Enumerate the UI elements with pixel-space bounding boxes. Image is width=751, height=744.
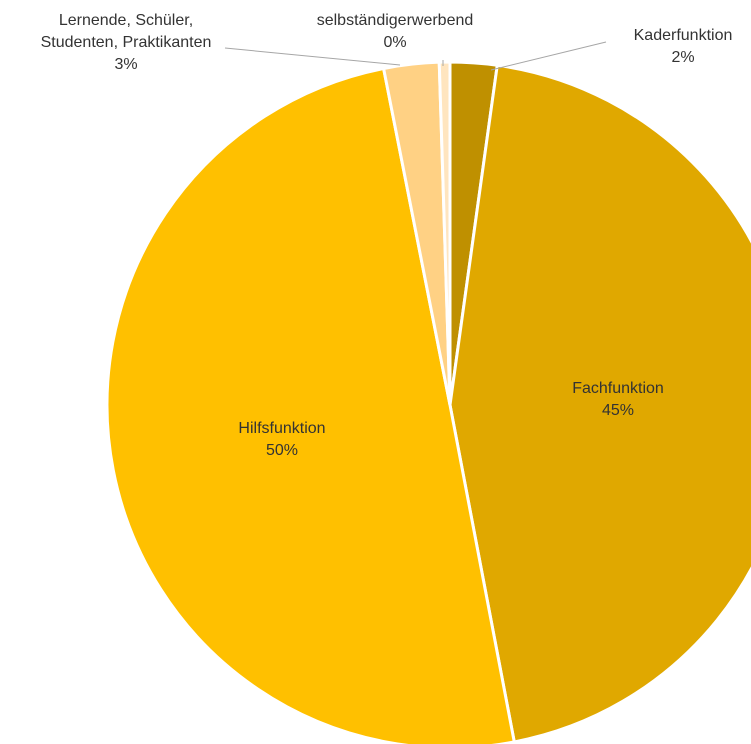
- pie-slices: [105, 60, 751, 744]
- slice-percentage: 50%: [266, 442, 298, 459]
- slice-label-lernende-schüler-studenten-praktikanten: Lernende, Schüler, Studenten, Praktikante…: [41, 12, 212, 73]
- slice-name: selbständigerwerbend: [317, 12, 474, 29]
- pie-slice-selbständigerwerbend: [437, 60, 452, 406]
- slice-percentage: 0%: [383, 34, 406, 51]
- pie-slice-fachfunktion: [448, 63, 751, 744]
- slice-labels: Kaderfunktion 2% Fachfunktion 45% Hilfsfunkt…: [41, 12, 733, 459]
- leader-line-kaderfunktion: [490, 41, 607, 71]
- slice-label-kaderfunktion: Kaderfunktion 2%: [634, 27, 733, 66]
- slice-label-hilfsfunktion: Hilfsfunktion 50%: [238, 420, 325, 459]
- slice-name: Fachfunktion: [572, 380, 664, 397]
- slice-percentage: 2%: [671, 49, 694, 66]
- slice-percentage: 3%: [114, 56, 137, 73]
- slice-name: Studenten, Praktikanten: [41, 34, 212, 51]
- leader-line-lernende-schüler-studenten-praktikanten: [224, 47, 401, 66]
- leader-lines: [224, 41, 607, 71]
- slice-percentage: 45%: [602, 402, 634, 419]
- slice-name: Kaderfunktion: [634, 27, 733, 44]
- pie-slice-hilfsfunktion: [105, 66, 517, 744]
- slice-name: Lernende, Schüler,: [59, 12, 193, 29]
- slice-name: Hilfsfunktion: [238, 420, 325, 437]
- slice-label-fachfunktion: Fachfunktion 45%: [572, 380, 664, 419]
- slice-label-selbständigerwerbend: selbständigerwerbend 0%: [317, 12, 474, 51]
